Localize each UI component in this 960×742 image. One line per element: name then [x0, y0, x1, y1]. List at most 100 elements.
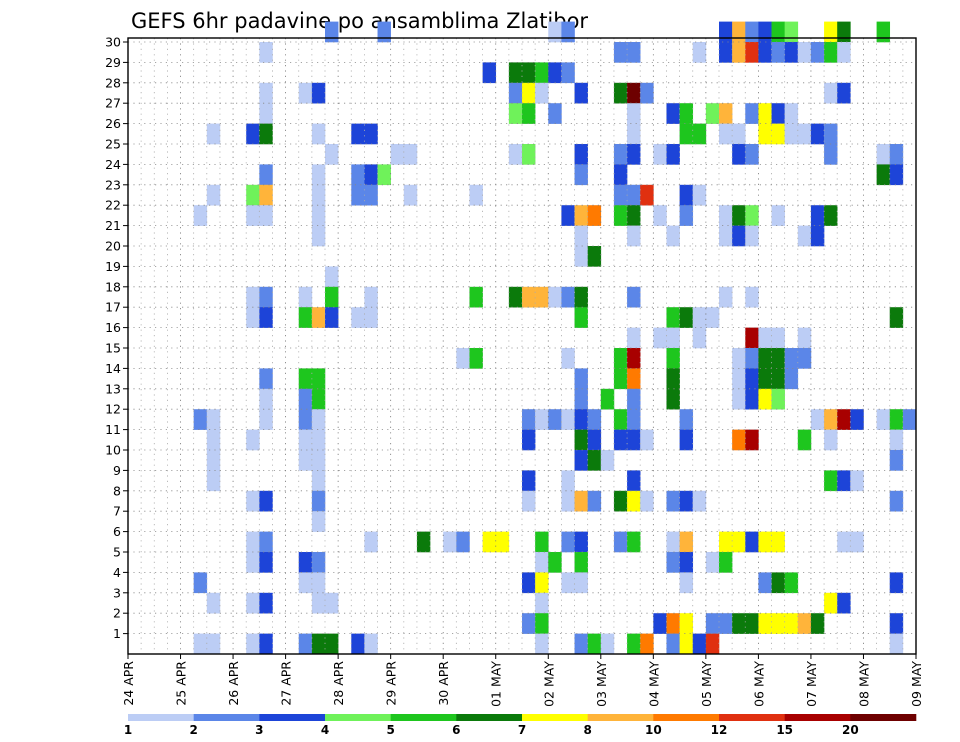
heatmap-cell	[824, 42, 838, 63]
heatmap-cell	[771, 388, 785, 410]
heatmap-cell	[613, 184, 628, 206]
heatmap-cell	[719, 286, 733, 308]
colorbar-label: 5	[386, 723, 394, 737]
heatmap-cell	[522, 103, 536, 124]
heatmap-cell	[587, 633, 602, 655]
heatmap-cell	[719, 531, 733, 553]
heatmap-cell	[627, 123, 641, 145]
heatmap-cell	[574, 225, 588, 247]
heatmap-cell	[797, 348, 812, 369]
heatmap-cell	[653, 144, 667, 165]
heatmap-cell	[758, 388, 772, 410]
heatmap-cell	[627, 205, 641, 226]
heatmap-cell	[692, 327, 707, 349]
heatmap-cell	[732, 348, 746, 369]
heatmap-cell	[522, 62, 536, 84]
heatmap-cell	[627, 470, 641, 492]
chart-title: GEFS 6hr padavine po ansamblima Zlatibor	[131, 9, 588, 33]
heatmap-cell	[351, 164, 365, 186]
heatmap-cell	[535, 62, 549, 84]
heatmap-cell	[758, 531, 772, 553]
heatmap-cell	[613, 409, 628, 430]
heatmap-cell	[508, 103, 523, 124]
heatmap-cell	[246, 490, 260, 512]
heatmap-cell	[587, 450, 602, 471]
x-tick-label: 24 APR	[121, 661, 136, 706]
heatmap-cell	[889, 490, 904, 512]
heatmap-cell	[719, 613, 733, 634]
heatmap-cell	[758, 613, 772, 634]
heatmap-cell	[574, 368, 588, 390]
heatmap-cell	[810, 42, 825, 63]
heatmap-cell	[732, 388, 746, 410]
heatmap-cell	[325, 266, 339, 288]
heatmap-cell	[824, 21, 838, 43]
heatmap-cell	[311, 592, 326, 614]
heatmap-cell	[666, 307, 680, 328]
heatmap-cell	[364, 123, 378, 145]
heatmap-cell	[640, 82, 654, 104]
heatmap-cell	[771, 103, 785, 124]
y-axis: 1234567891011121314151617181920212223242…	[105, 35, 128, 641]
heatmap-cell	[719, 103, 733, 124]
heatmap-cell	[784, 368, 799, 390]
heatmap-cell	[259, 286, 273, 308]
heatmap-cell	[246, 123, 260, 145]
heatmap-cell	[508, 82, 523, 104]
y-tick-label: 6	[113, 524, 121, 539]
x-tick-label: 03 MAY	[594, 661, 609, 707]
heatmap-cell	[206, 633, 221, 655]
heatmap-cell	[719, 42, 733, 63]
heatmap-cell	[745, 388, 759, 410]
heatmap-cell	[259, 103, 273, 124]
colorbar-swatch	[522, 714, 588, 721]
colorbar-label: 1	[124, 723, 132, 737]
heatmap-cell	[666, 552, 680, 573]
heatmap-cell	[469, 184, 483, 206]
heatmap-cell	[719, 552, 733, 573]
heatmap-cell	[325, 592, 339, 614]
heatmap-cell	[837, 82, 851, 104]
heatmap-cell	[535, 633, 549, 655]
heatmap-cell	[627, 225, 641, 247]
heatmap-cell	[732, 225, 746, 247]
heatmap-cell	[206, 123, 221, 145]
heatmap-cell	[587, 205, 602, 226]
heatmap-cell	[298, 633, 313, 655]
heatmap-cell	[837, 470, 851, 492]
heatmap-cell	[193, 633, 208, 655]
y-tick-label: 15	[105, 341, 121, 356]
heatmap-cell	[784, 42, 799, 63]
heatmap-cell	[627, 388, 641, 410]
heatmap-cell	[522, 144, 536, 165]
heatmap-cell	[666, 327, 680, 349]
heatmap-cell	[456, 348, 470, 369]
y-tick-label: 30	[105, 35, 121, 50]
heatmap-cell	[246, 552, 260, 573]
heatmap-cell	[679, 205, 694, 226]
y-tick-label: 18	[105, 279, 121, 294]
x-tick-label: 05 MAY	[699, 661, 714, 707]
heatmap-cell	[824, 82, 838, 104]
heatmap-cell	[456, 531, 470, 553]
heatmap-cell	[692, 42, 707, 63]
heatmap-cell	[535, 572, 549, 594]
x-tick-label: 02 MAY	[541, 661, 556, 707]
y-tick-label: 13	[105, 381, 121, 396]
heatmap-cell	[889, 429, 904, 451]
heatmap-cell	[627, 327, 641, 349]
heatmap-cell	[311, 633, 326, 655]
colorbar-swatch	[390, 714, 457, 721]
heatmap-cell	[797, 225, 812, 247]
y-tick-label: 7	[113, 504, 121, 519]
colorbar-label: 4	[321, 723, 329, 737]
heatmap-cell	[246, 205, 260, 226]
heatmap-cell	[298, 307, 313, 328]
colorbar-label: 2	[189, 723, 197, 737]
heatmap-cell	[824, 592, 838, 614]
x-tick-label: 01 MAY	[489, 661, 504, 707]
colorbar-swatch	[653, 714, 720, 721]
heatmap-cell	[325, 144, 339, 165]
y-tick-label: 20	[105, 239, 121, 254]
heatmap-cell	[574, 450, 588, 471]
